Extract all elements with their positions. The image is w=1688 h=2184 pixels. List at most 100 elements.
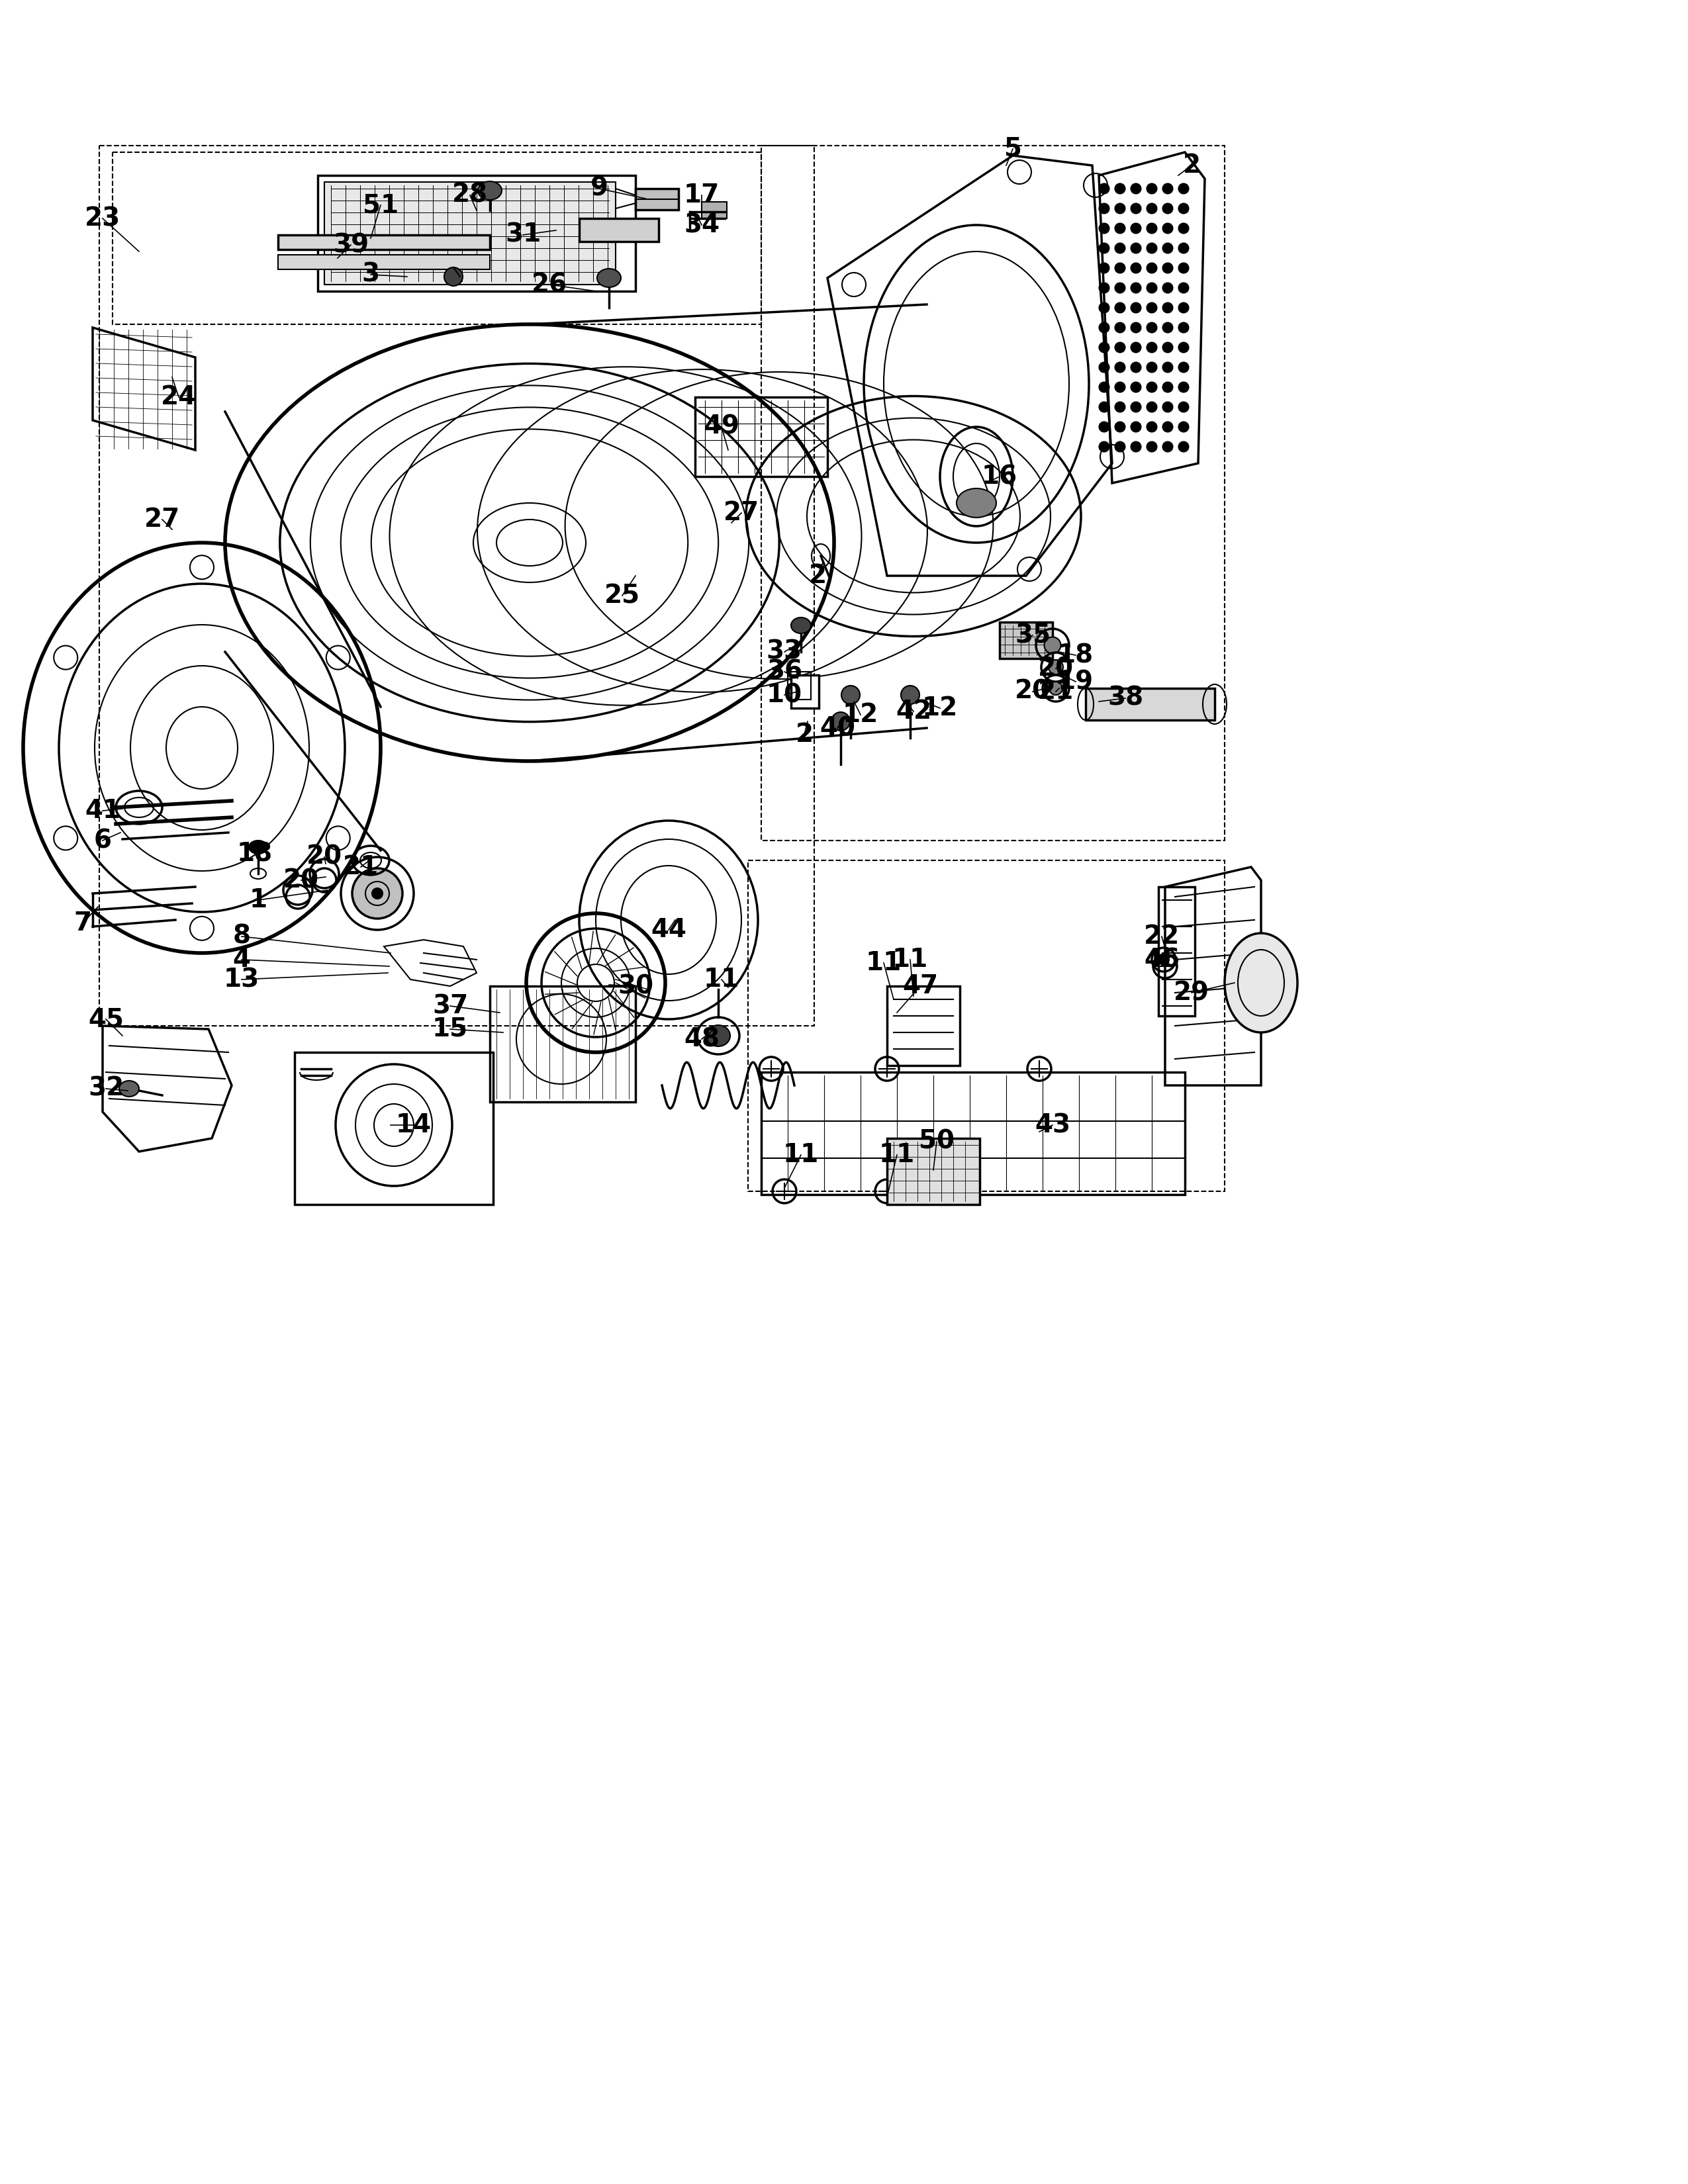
Text: 50: 50 xyxy=(918,1129,954,1153)
Text: 27: 27 xyxy=(143,507,181,533)
Ellipse shape xyxy=(1099,422,1109,432)
Text: 34: 34 xyxy=(684,212,719,238)
Text: 30: 30 xyxy=(618,974,653,998)
Text: 14: 14 xyxy=(395,1112,432,1138)
Ellipse shape xyxy=(1146,183,1156,194)
Ellipse shape xyxy=(1114,203,1126,214)
Ellipse shape xyxy=(1099,382,1109,393)
Ellipse shape xyxy=(1131,382,1141,393)
Ellipse shape xyxy=(1163,363,1173,373)
Text: 11: 11 xyxy=(783,1142,819,1168)
Bar xyxy=(295,1053,493,1206)
Ellipse shape xyxy=(1114,301,1126,312)
Text: 49: 49 xyxy=(704,415,739,439)
Ellipse shape xyxy=(1131,282,1141,293)
Ellipse shape xyxy=(353,869,402,919)
Ellipse shape xyxy=(1163,382,1173,393)
Text: 45: 45 xyxy=(88,1007,123,1031)
Ellipse shape xyxy=(1146,402,1156,413)
Ellipse shape xyxy=(1099,402,1109,413)
Ellipse shape xyxy=(598,269,621,288)
Bar xyxy=(886,1138,979,1206)
Text: 12: 12 xyxy=(842,703,878,727)
Text: 25: 25 xyxy=(604,583,640,607)
Ellipse shape xyxy=(478,181,501,201)
Bar xyxy=(1085,688,1215,721)
Bar xyxy=(702,201,728,218)
Ellipse shape xyxy=(1114,183,1126,194)
Text: 22: 22 xyxy=(1144,924,1180,950)
Ellipse shape xyxy=(120,1081,138,1096)
Bar xyxy=(695,397,827,476)
Text: 20: 20 xyxy=(307,845,343,869)
Text: 21: 21 xyxy=(343,854,378,880)
Ellipse shape xyxy=(1146,282,1156,293)
Text: 11: 11 xyxy=(704,968,739,992)
Ellipse shape xyxy=(1146,242,1156,253)
Ellipse shape xyxy=(1099,203,1109,214)
Ellipse shape xyxy=(1146,223,1156,234)
Ellipse shape xyxy=(1178,262,1188,273)
Text: 5: 5 xyxy=(1004,135,1021,162)
Bar xyxy=(317,175,635,290)
Ellipse shape xyxy=(1114,441,1126,452)
Ellipse shape xyxy=(1146,422,1156,432)
Text: 36: 36 xyxy=(766,660,802,684)
Ellipse shape xyxy=(841,686,859,703)
Ellipse shape xyxy=(1178,282,1188,293)
Ellipse shape xyxy=(1178,242,1188,253)
Text: 26: 26 xyxy=(532,273,567,297)
Bar xyxy=(792,675,819,708)
Text: 31: 31 xyxy=(505,223,540,247)
Text: 47: 47 xyxy=(901,974,939,998)
Ellipse shape xyxy=(1178,382,1188,393)
Text: 2: 2 xyxy=(1183,153,1200,179)
Bar xyxy=(788,673,810,699)
Ellipse shape xyxy=(1099,363,1109,373)
Text: 4: 4 xyxy=(233,948,250,972)
Text: 21: 21 xyxy=(1038,679,1074,703)
Ellipse shape xyxy=(1146,363,1156,373)
Text: 18: 18 xyxy=(236,841,273,867)
Text: 20: 20 xyxy=(1038,655,1074,681)
Text: 16: 16 xyxy=(982,463,1018,489)
Ellipse shape xyxy=(1158,954,1170,965)
Ellipse shape xyxy=(1163,282,1173,293)
Ellipse shape xyxy=(1178,363,1188,373)
Ellipse shape xyxy=(248,841,267,854)
Ellipse shape xyxy=(1146,323,1156,332)
Text: 1: 1 xyxy=(250,887,267,913)
Ellipse shape xyxy=(1099,343,1109,354)
Ellipse shape xyxy=(371,889,383,900)
Ellipse shape xyxy=(1178,422,1188,432)
Ellipse shape xyxy=(1163,223,1173,234)
Ellipse shape xyxy=(1163,183,1173,194)
Ellipse shape xyxy=(1048,660,1063,675)
Ellipse shape xyxy=(1114,363,1126,373)
Text: 23: 23 xyxy=(84,205,120,232)
Ellipse shape xyxy=(1099,183,1109,194)
Ellipse shape xyxy=(1131,301,1141,312)
Ellipse shape xyxy=(957,489,996,518)
Text: 6: 6 xyxy=(93,828,111,854)
Ellipse shape xyxy=(1114,223,1126,234)
Bar xyxy=(1158,887,1195,1016)
Bar xyxy=(886,987,960,1066)
Ellipse shape xyxy=(1163,422,1173,432)
Text: 46: 46 xyxy=(1144,948,1180,972)
Ellipse shape xyxy=(1114,242,1126,253)
Ellipse shape xyxy=(1131,441,1141,452)
Ellipse shape xyxy=(1099,242,1109,253)
Ellipse shape xyxy=(1131,402,1141,413)
Ellipse shape xyxy=(1224,933,1298,1033)
Text: 48: 48 xyxy=(684,1026,719,1053)
Ellipse shape xyxy=(1131,223,1141,234)
Bar xyxy=(761,1072,1185,1195)
Text: 40: 40 xyxy=(819,716,856,740)
Text: 10: 10 xyxy=(766,681,802,708)
Text: 12: 12 xyxy=(922,695,959,721)
Ellipse shape xyxy=(1146,203,1156,214)
Bar xyxy=(579,218,658,242)
Ellipse shape xyxy=(1114,422,1126,432)
Bar xyxy=(279,236,490,249)
